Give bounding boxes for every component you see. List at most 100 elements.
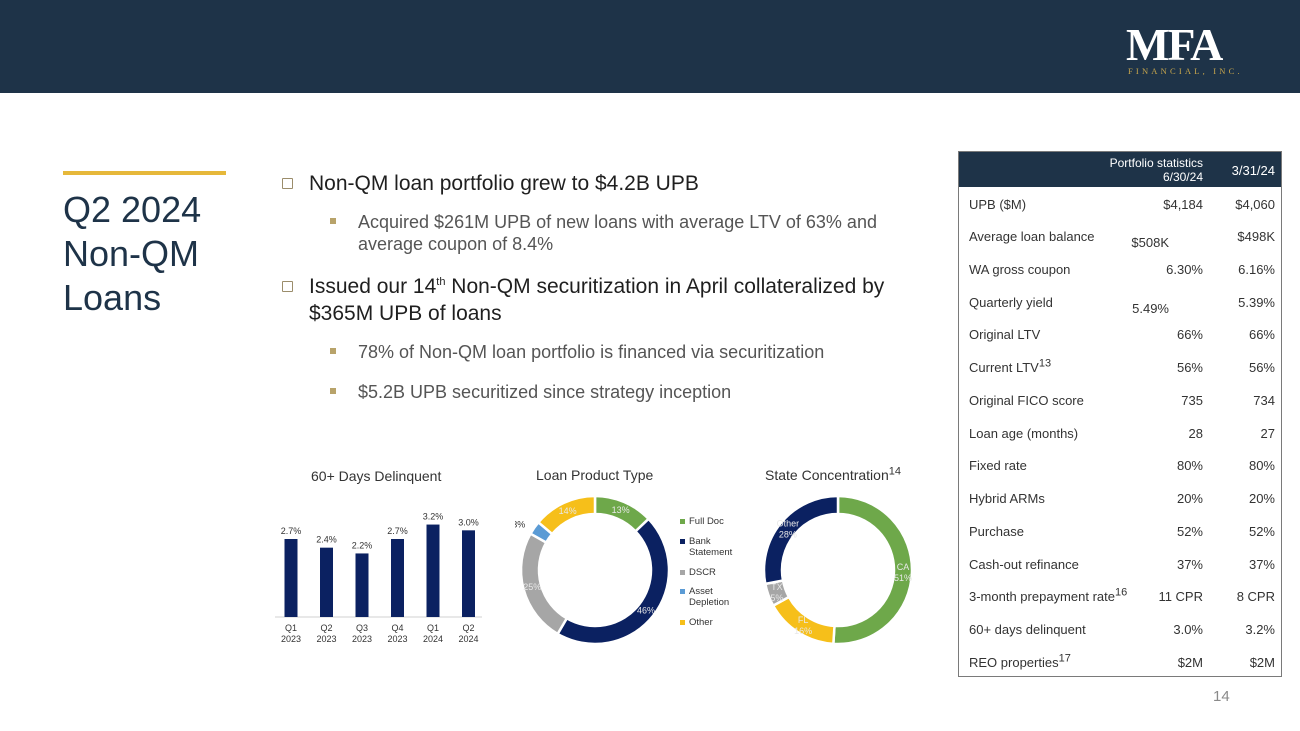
table-row: Current LTV13 56% 56%: [959, 351, 1281, 384]
bar: [462, 530, 475, 617]
product-legend: Full Doc Bank Statement DSCR Asset Depletio…: [680, 516, 750, 637]
row-label: 60+ days delinquent: [969, 622, 1086, 637]
slice-label: 46%: [637, 605, 655, 615]
delinquency-chart-title: 60+ Days Delinquent: [311, 468, 442, 484]
bar: [426, 524, 440, 617]
x-tick-label: Q2: [320, 623, 332, 633]
slice-name-label: FL: [798, 615, 809, 625]
row-label: Original LTV: [969, 327, 1041, 342]
table-row: Cash-out refinance 37% 37%: [959, 548, 1281, 581]
value-prior: 734: [1253, 393, 1275, 408]
bar: [284, 539, 298, 617]
legend-swatch: [680, 570, 685, 575]
value-current: 3.0%: [1173, 622, 1203, 637]
row-label: Current LTV13: [969, 357, 1052, 375]
value-prior: 52%: [1248, 524, 1275, 539]
sub-bullet-text: $5.2B UPB securitized since strategy inc…: [358, 382, 732, 402]
checkbox-bullet-icon: [282, 281, 293, 292]
row-label: WA gross coupon: [969, 262, 1071, 277]
bullet-text-sup: th: [436, 276, 446, 288]
row-label: Hybrid ARMs: [969, 491, 1045, 506]
slice-label: 5%: [770, 593, 783, 603]
bullet-list: Non-QM loan portfolio grew to $4.2B UPB …: [282, 170, 922, 421]
state-chart-title-sup: 14: [888, 465, 901, 478]
slice-name-label: Other: [777, 519, 800, 529]
value-current: 20%: [1176, 491, 1203, 506]
x-tick-label: 2024: [458, 634, 478, 644]
value-current: 52%: [1176, 524, 1203, 539]
bullet-text: Non-QM loan portfolio grew to $4.2B UPB: [309, 172, 699, 195]
header-title: Portfolio statistics: [1109, 156, 1203, 170]
table-row: REO properties17 $2M $2M: [959, 646, 1281, 679]
bar-data-label: 2.7%: [281, 526, 302, 536]
square-bullet-icon: [330, 348, 336, 354]
value-current: $4,184: [1163, 197, 1203, 212]
legend-item: Other: [680, 617, 750, 628]
value-current: 37%: [1176, 557, 1203, 572]
x-tick-label: Q1: [427, 623, 439, 633]
value-current: 80%: [1176, 458, 1203, 473]
value-prior: 6.16%: [1238, 262, 1275, 277]
value-current: $508K: [1131, 235, 1169, 250]
sub-bullet-acquisitions: Acquired $261M UPB of new loans with ave…: [282, 211, 922, 255]
value-current: 735: [1181, 393, 1203, 408]
header-label-cell: Portfolio statistics 6/30/24: [1110, 156, 1203, 184]
row-label: Quarterly yield: [969, 295, 1053, 310]
logo-wordmark: MFA: [1126, 19, 1223, 70]
slice-label: 51%: [894, 573, 912, 583]
table-row: 60+ days delinquent 3.0% 3.2%: [959, 613, 1281, 646]
value-prior: $498K: [1237, 229, 1275, 244]
x-tick-label: Q2: [462, 623, 474, 633]
square-bullet-icon: [330, 218, 336, 224]
table-row: Original FICO score 735 734: [959, 384, 1281, 417]
square-bullet-icon: [330, 388, 336, 394]
value-prior: $2M: [1249, 655, 1275, 670]
legend-label: Bank Statement: [689, 536, 733, 558]
sub-bullet-text: Acquired $261M UPB of new loans with ave…: [358, 212, 877, 254]
legend-item: Bank Statement: [680, 536, 750, 558]
table-row: Original LTV 66% 66%: [959, 318, 1281, 351]
checkbox-bullet-icon: [282, 178, 293, 189]
x-tick-label: 2023: [387, 634, 407, 644]
legend-item: Full Doc: [680, 516, 750, 527]
table-row: UPB ($M) $4,184 $4,060: [959, 188, 1281, 221]
slice-name-label: CA: [897, 562, 910, 572]
table-row: Quarterly yield 5.49% 5.39%: [959, 286, 1281, 319]
x-tick-label: 2023: [316, 634, 336, 644]
bar: [391, 539, 404, 617]
row-footnote: 16: [1114, 586, 1128, 599]
product-chart-title: Loan Product Type: [536, 467, 654, 483]
table-row: Loan age (months) 28 27: [959, 417, 1281, 450]
x-tick-label: 2023: [352, 634, 372, 644]
header-bar: MFA FINANCIAL, INC.: [0, 0, 1300, 93]
product-donut-chart: 13% 46% 25% 3% 14%: [515, 494, 671, 646]
row-footnote: 17: [1058, 652, 1071, 665]
row-label: Cash-out refinance: [969, 557, 1079, 572]
slice-label: 3%: [515, 519, 525, 529]
legend-item: Asset Depletion: [680, 586, 750, 608]
x-tick-label: 2023: [281, 634, 301, 644]
slice-label: 14%: [559, 506, 577, 516]
logo-subtitle: FINANCIAL, INC.: [1128, 66, 1243, 76]
value-prior: $4,060: [1235, 197, 1275, 212]
legend-swatch: [680, 589, 685, 594]
delinquency-bar-chart: 2.7%Q120232.4%Q220232.2%Q320232.7%Q42023…: [275, 512, 482, 644]
row-label: 3-month prepayment rate16: [969, 586, 1128, 604]
title-accent-rule: [63, 171, 226, 175]
legend-label: Full Doc: [689, 516, 724, 527]
x-tick-label: Q3: [356, 623, 368, 633]
legend-label: Asset Depletion: [689, 586, 730, 608]
legend-swatch: [680, 620, 685, 625]
value-prior: 27: [1260, 426, 1275, 441]
value-prior: 56%: [1248, 360, 1275, 375]
state-chart-title-text: State Concentration: [765, 467, 889, 483]
x-tick-label: 2024: [423, 634, 443, 644]
row-label: Average loan balance: [969, 229, 1095, 244]
value-current: $2M: [1177, 655, 1203, 670]
table-row: WA gross coupon 6.30% 6.16%: [959, 253, 1281, 286]
row-label: REO properties17: [969, 652, 1071, 670]
table-header: Portfolio statistics 6/30/24 3/31/24: [959, 152, 1281, 187]
row-label: Fixed rate: [969, 458, 1027, 473]
row-label: UPB ($M): [969, 197, 1027, 212]
value-prior: 66%: [1248, 327, 1275, 342]
